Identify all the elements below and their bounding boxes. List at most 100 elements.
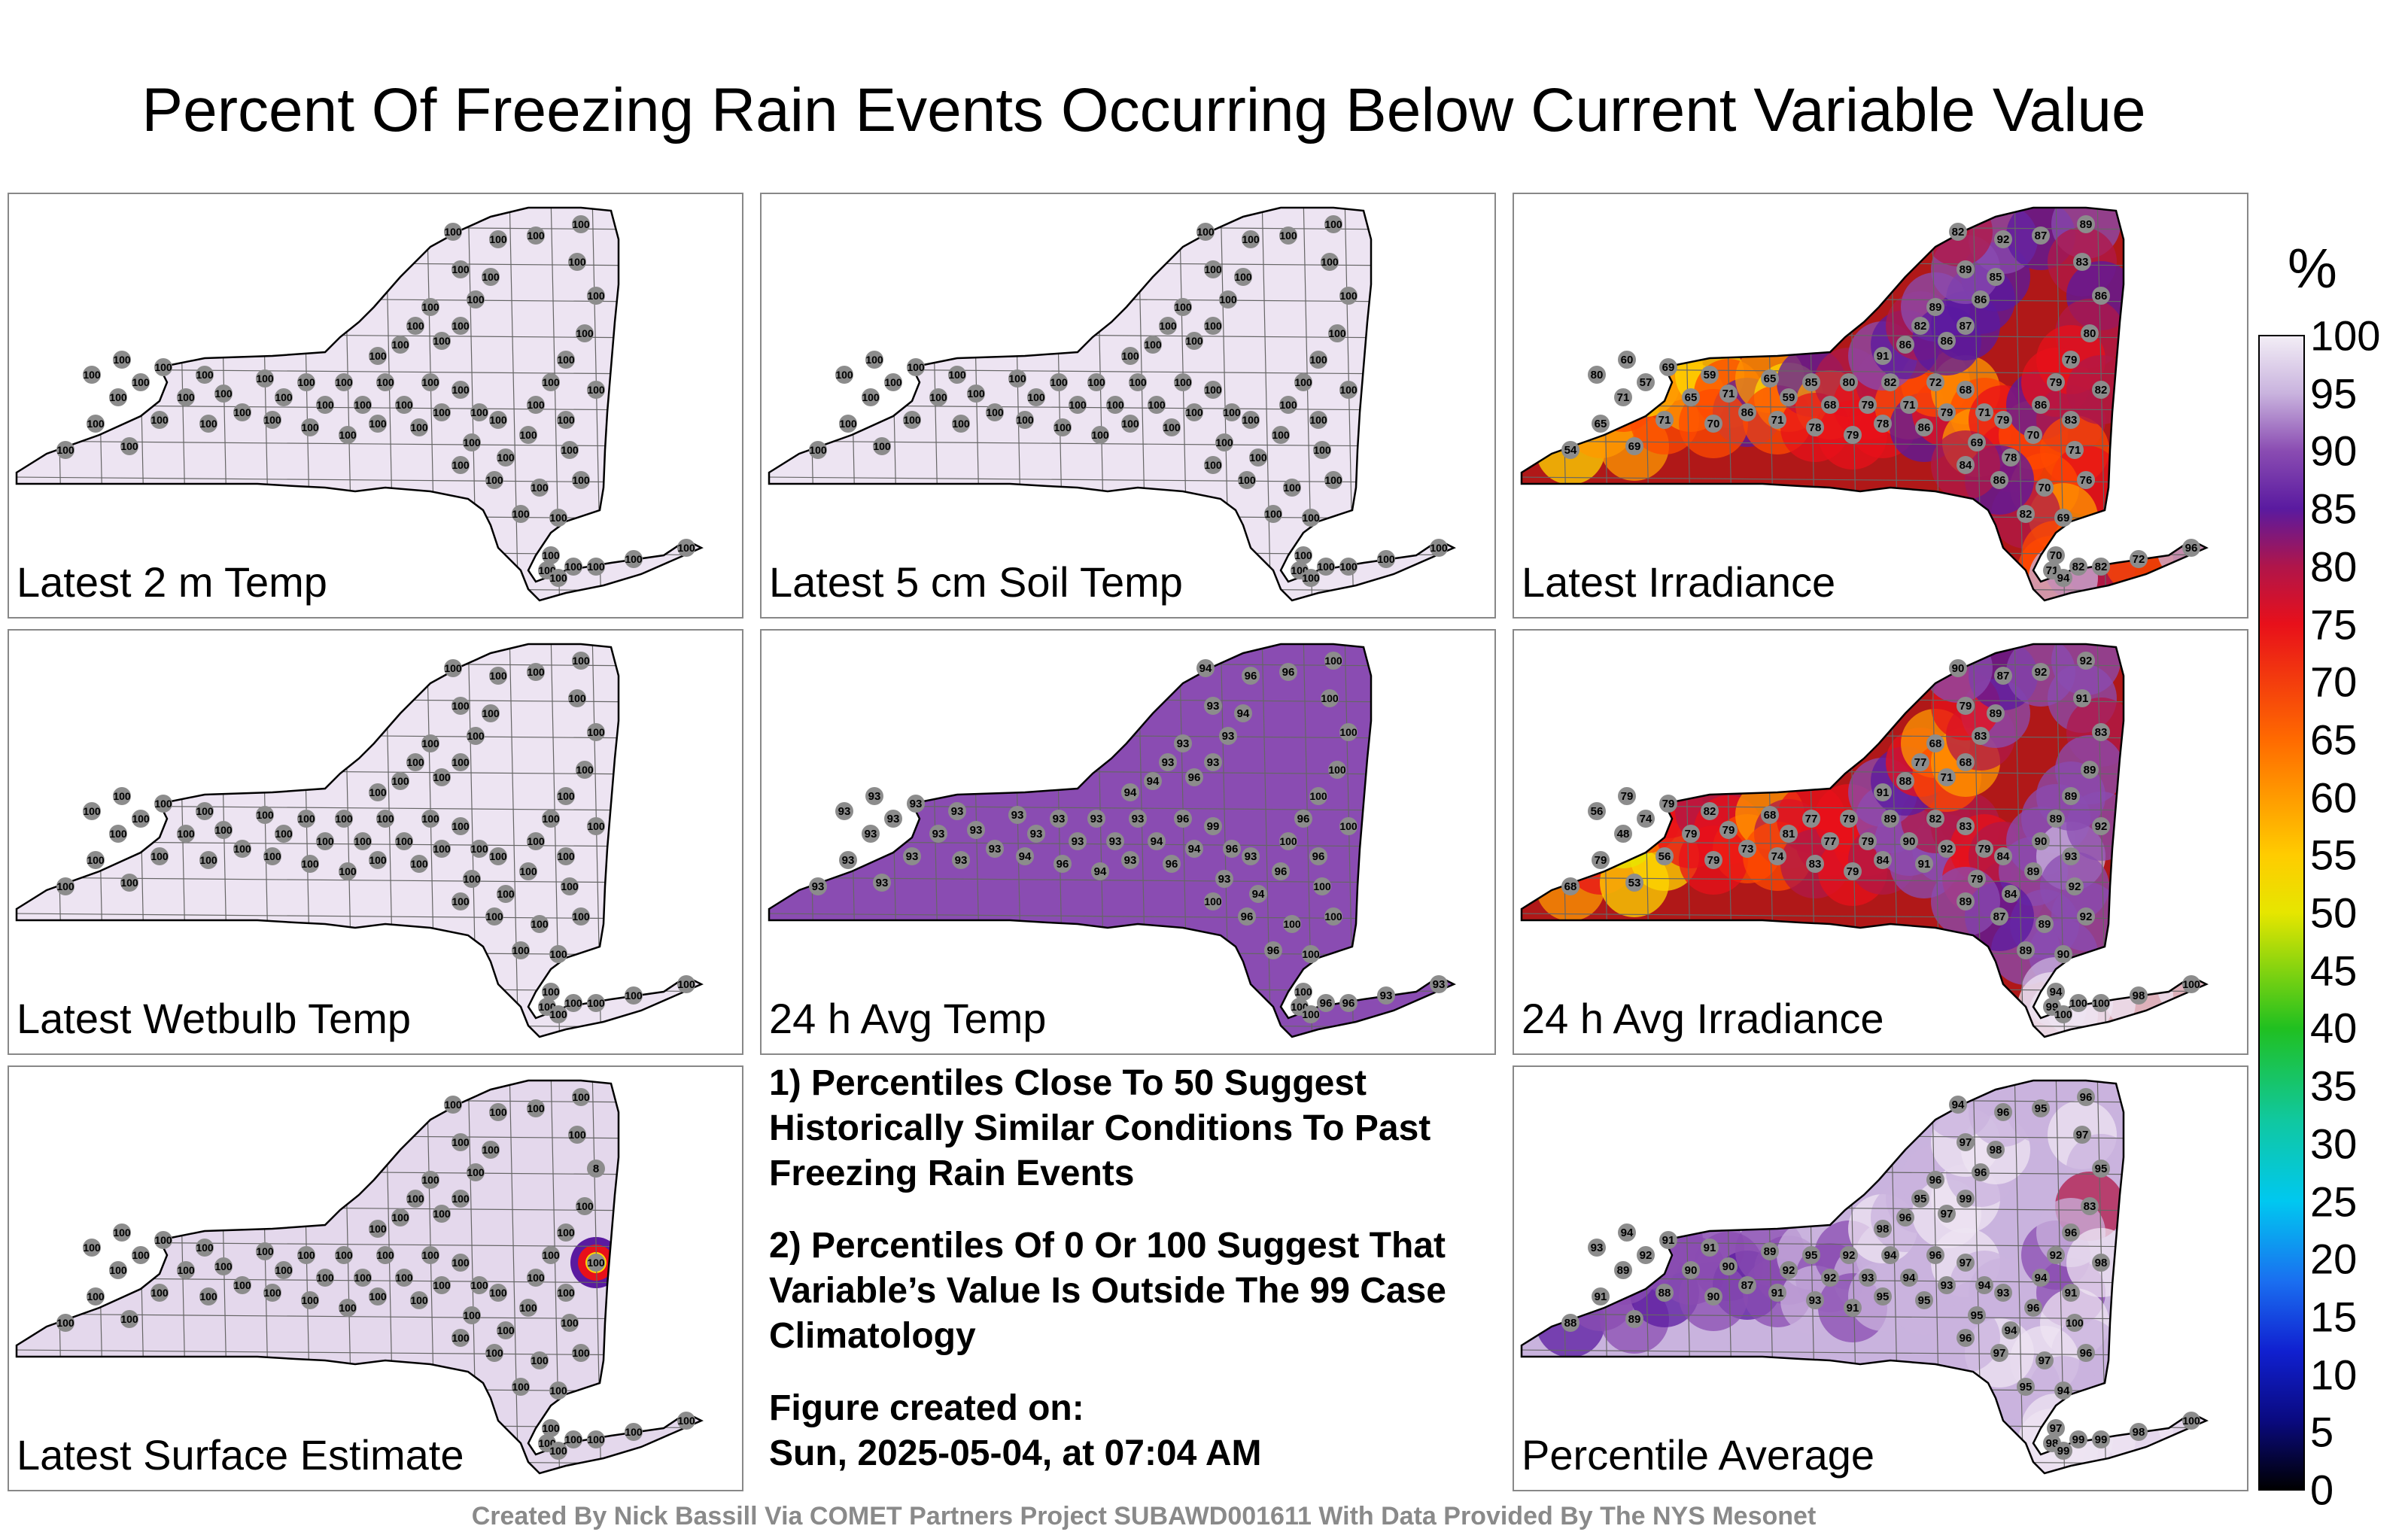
station-marker: 99 xyxy=(1204,817,1222,835)
station-marker: 71 xyxy=(1719,385,1738,403)
station-marker: 89 xyxy=(1987,704,2005,722)
station-marker: 100 xyxy=(297,810,315,828)
station-marker: 100 xyxy=(470,1276,488,1294)
station-value: 71 xyxy=(1903,399,1916,412)
station-value: 100 xyxy=(410,421,428,433)
station-value: 100 xyxy=(369,786,387,798)
station-marker: 100 xyxy=(512,505,530,523)
station-marker: 68 xyxy=(1926,734,1944,752)
station-marker: 100 xyxy=(1223,403,1241,421)
ny-state-map: 1001001001001001001001001001001001001001… xyxy=(15,206,704,602)
station-value: 93 xyxy=(1162,756,1175,769)
station-marker: 100 xyxy=(150,1284,169,1302)
station-value: 100 xyxy=(1091,429,1109,441)
station-marker: 95 xyxy=(1911,1190,1929,1208)
station-marker: 100 xyxy=(587,994,605,1012)
station-marker: 94 xyxy=(1900,1269,1918,1287)
station-marker: 96 xyxy=(1926,1171,1944,1189)
station-marker: 100 xyxy=(557,351,575,369)
station-marker: 92 xyxy=(1938,840,1956,858)
station-marker: 100 xyxy=(542,810,560,828)
station-value: 100 xyxy=(1234,271,1252,283)
station-value: 86 xyxy=(1993,474,2006,487)
station-marker: 94 xyxy=(1881,1246,1899,1264)
station-marker: 100 xyxy=(421,1246,439,1264)
station-marker: 100 xyxy=(113,1223,131,1242)
station-value: 78 xyxy=(2005,451,2017,464)
station-marker: 100 xyxy=(873,437,891,455)
station-marker: 100 xyxy=(463,433,481,451)
station-value: 93 xyxy=(1433,978,1446,991)
station-value: 100 xyxy=(150,1287,169,1299)
station-value: 100 xyxy=(1302,948,1320,960)
station-value: 89 xyxy=(1929,301,1942,314)
station-value: 100 xyxy=(549,948,567,960)
station-marker: 96 xyxy=(1264,941,1282,959)
station-marker: 100 xyxy=(433,840,451,858)
station-marker: 54 xyxy=(1561,441,1579,459)
station-marker: 100 xyxy=(467,727,485,745)
station-marker: 100 xyxy=(444,659,462,677)
station-value: 100 xyxy=(132,376,150,388)
station-marker: 97 xyxy=(2073,1126,2091,1144)
station-value: 100 xyxy=(485,1347,503,1359)
colorbar-tick-label: 100 xyxy=(2310,312,2381,360)
station-marker: 82 xyxy=(1911,317,1929,335)
station-marker: 100 xyxy=(335,1246,353,1264)
station-marker: 69 xyxy=(1968,433,1986,451)
station-marker: 94 xyxy=(1196,659,1215,677)
station-marker: 93 xyxy=(1215,870,1233,888)
station-value: 100 xyxy=(1313,880,1331,892)
station-value: 100 xyxy=(1321,692,1339,704)
station-value: 100 xyxy=(527,1102,545,1114)
station-value: 100 xyxy=(433,406,451,418)
station-marker: 100 xyxy=(587,381,605,399)
station-marker: 100 xyxy=(865,351,883,369)
station-marker: 86 xyxy=(1938,332,1956,350)
station-marker: 100 xyxy=(177,825,195,843)
station-marker: 96 xyxy=(1339,994,1358,1012)
station-marker: 100 xyxy=(391,336,409,354)
station-value: 100 xyxy=(154,361,172,373)
station-value: 96 xyxy=(1245,670,1257,682)
station-value: 93 xyxy=(876,877,889,889)
station-value: 100 xyxy=(1249,451,1267,464)
station-marker: 97 xyxy=(1990,1344,2008,1362)
station-value: 88 xyxy=(1564,1317,1577,1330)
station-value: 97 xyxy=(2039,1354,2051,1367)
station-marker: 100 xyxy=(395,396,413,414)
station-value: 96 xyxy=(1188,771,1201,784)
panel-label: 24 h Avg Irradiance xyxy=(1522,995,1884,1042)
station-value: 100 xyxy=(1204,459,1222,471)
station-value: 71 xyxy=(1617,391,1630,404)
station-value: 100 xyxy=(214,824,233,836)
station-value: 96 xyxy=(1960,1332,1972,1345)
station-marker: 100 xyxy=(1242,411,1260,429)
station-marker: 97 xyxy=(1956,1133,1975,1151)
station-marker: 100 xyxy=(339,1299,357,1317)
station-value: 68 xyxy=(1824,399,1837,412)
station-value: 85 xyxy=(1805,376,1818,389)
station-marker: 93 xyxy=(1174,734,1192,752)
station-marker: 100 xyxy=(1279,832,1297,850)
station-value: 100 xyxy=(1283,482,1301,494)
station-value: 69 xyxy=(1628,440,1641,453)
station-marker: 100 xyxy=(572,652,590,670)
station-value: 100 xyxy=(1272,429,1290,441)
map-panel-p6: 68 79 53 56 48 56 74 79 79 79 82 79 73 79 68 81 74 77 77 83… xyxy=(1513,629,2248,1055)
station-value: 69 xyxy=(1971,436,1984,449)
station-marker: 100 xyxy=(2054,1005,2072,1023)
station-marker: 56 xyxy=(1588,802,1606,820)
station-marker: 100 xyxy=(451,1133,470,1151)
station-value: 94 xyxy=(1147,775,1160,788)
station-value: 100 xyxy=(1321,256,1339,268)
station-value: 86 xyxy=(2035,399,2048,412)
station-value: 100 xyxy=(297,813,315,825)
panel-label: 24 h Avg Temp xyxy=(769,995,1047,1042)
colorbar-unit: % xyxy=(2288,237,2337,299)
station-marker: 100 xyxy=(1249,448,1267,467)
station-marker: 100 xyxy=(87,851,105,869)
station-value: 100 xyxy=(467,1166,485,1178)
station-marker: 100 xyxy=(2092,994,2110,1012)
station-marker: 100 xyxy=(196,366,214,384)
